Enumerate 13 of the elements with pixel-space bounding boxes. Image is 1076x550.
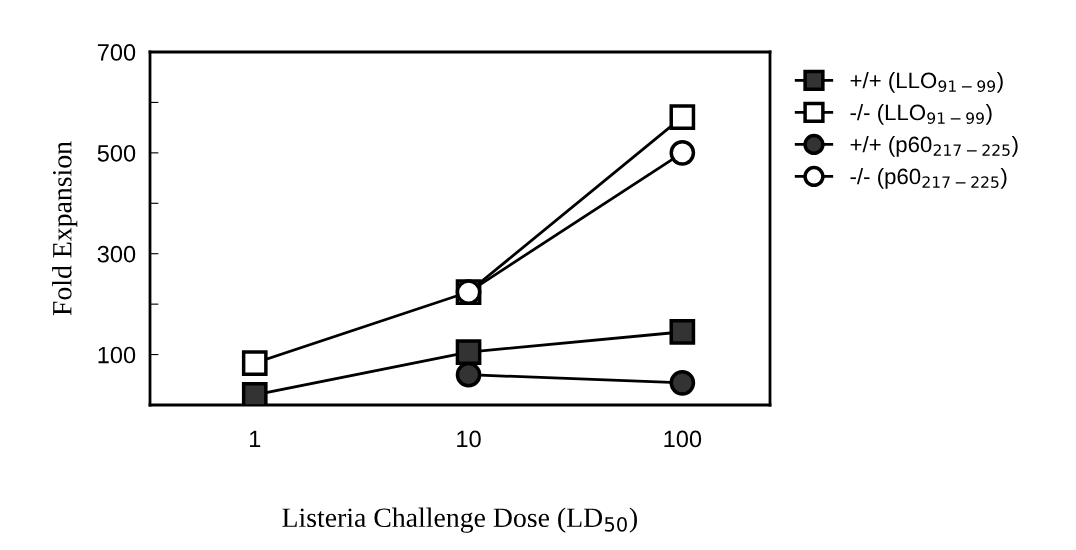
x-tick-label: 1 bbox=[249, 430, 261, 448]
y-tick-label: 500 bbox=[97, 144, 136, 162]
legend-label: -/- (LLO$_{91−99}$) bbox=[850, 104, 992, 125]
y-tick-label: 700 bbox=[97, 44, 136, 61]
y-axis-title: Fold Expansion bbox=[52, 141, 78, 316]
x-tick-label: 100 bbox=[664, 430, 702, 448]
legend-label: +/+ (LLO$_{91−99}$) bbox=[850, 72, 1003, 93]
x-axis-title: Listeria Challenge Dose (LD$_{50}$) bbox=[282, 507, 637, 533]
y-tick-label: 300 bbox=[97, 245, 136, 263]
legend-label: +/+ (p60$_{217−225}$) bbox=[850, 136, 1018, 157]
x-tick-label: 10 bbox=[457, 430, 481, 448]
legend-label: -/- (p60$_{217−225}$) bbox=[850, 168, 1007, 189]
y-tick-label: 100 bbox=[98, 346, 136, 364]
